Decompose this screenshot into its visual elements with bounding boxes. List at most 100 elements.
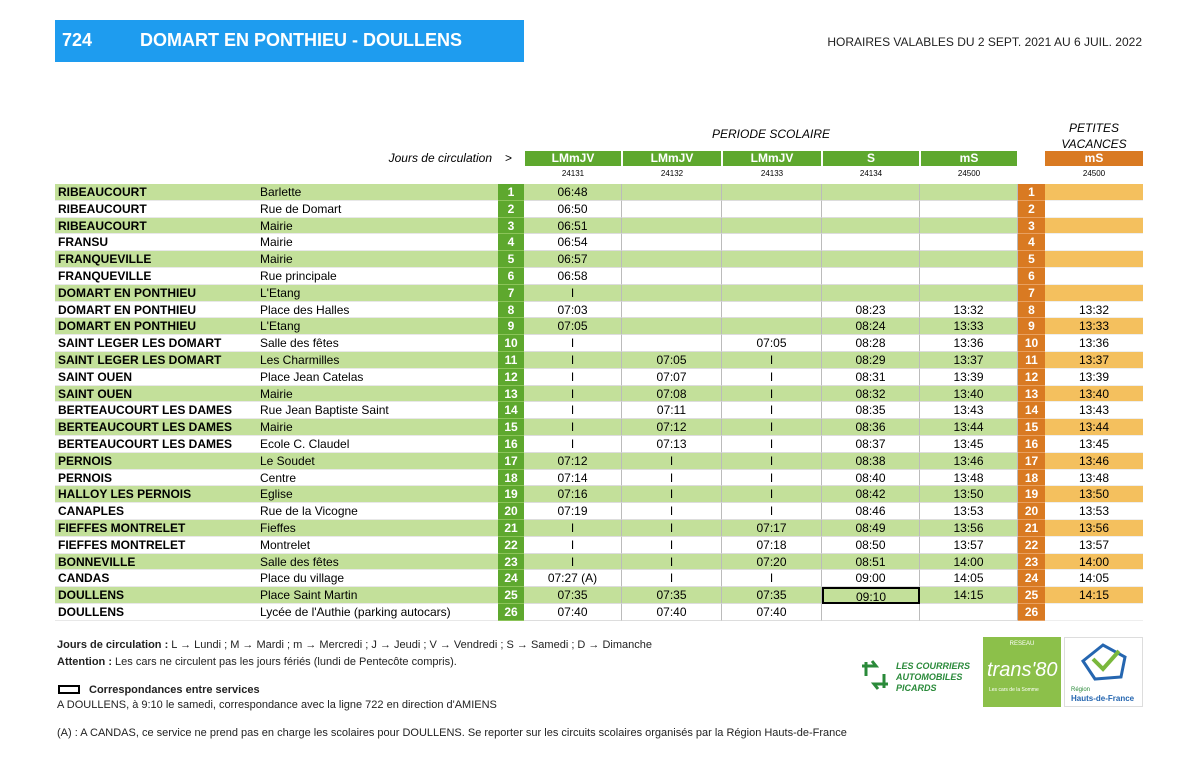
stop-number: 8 bbox=[1018, 301, 1045, 319]
stop: Rue Jean Baptiste Saint bbox=[255, 402, 498, 420]
town: BERTEAUCOURT LES DAMES bbox=[55, 419, 255, 436]
time: 14:00 bbox=[920, 553, 1018, 571]
stop-number: 21 bbox=[1018, 520, 1045, 537]
time bbox=[920, 234, 1018, 252]
time: 08:29 bbox=[822, 352, 920, 369]
holiday-time: 14:15 bbox=[1045, 587, 1143, 604]
time bbox=[920, 200, 1018, 218]
holiday-time: 13:45 bbox=[1045, 436, 1143, 453]
time: I bbox=[622, 520, 722, 537]
time: I bbox=[722, 503, 822, 520]
stop: Mairie bbox=[255, 217, 498, 235]
stop-number: 25 bbox=[498, 587, 524, 604]
town: FIEFFES MONTRELET bbox=[55, 536, 255, 554]
logo-text: PICARDS bbox=[896, 683, 937, 693]
stop: Mairie bbox=[255, 385, 498, 403]
time: I bbox=[722, 570, 822, 588]
time: 14:05 bbox=[920, 570, 1018, 588]
holiday-time: 13:33 bbox=[1045, 318, 1143, 336]
stop: Centre bbox=[255, 469, 498, 487]
time: 07:40 bbox=[622, 604, 722, 621]
logo-text: Les cars de la Somme bbox=[989, 687, 1039, 693]
time: 06:58 bbox=[524, 268, 622, 285]
holiday-time: 13:48 bbox=[1045, 469, 1143, 487]
time: I bbox=[524, 536, 622, 554]
time: 07:12 bbox=[524, 452, 622, 470]
time bbox=[622, 184, 722, 201]
time bbox=[622, 217, 722, 235]
town: SAINT OUEN bbox=[55, 385, 255, 403]
time: I bbox=[722, 486, 822, 504]
time: 13:50 bbox=[920, 486, 1018, 504]
time: 13:36 bbox=[920, 335, 1018, 352]
time bbox=[622, 301, 722, 319]
time: 13:40 bbox=[920, 385, 1018, 403]
stop: Eglise bbox=[255, 486, 498, 504]
stop-number: 2 bbox=[1018, 200, 1045, 218]
time: 07:17 bbox=[722, 520, 822, 537]
stop-number: 5 bbox=[1018, 251, 1045, 268]
town: DOMART EN PONTHIEU bbox=[55, 318, 255, 336]
time: 08:49 bbox=[822, 520, 920, 537]
time: 07:13 bbox=[622, 436, 722, 453]
stop: Place Saint Martin bbox=[255, 587, 498, 604]
stop-number: 17 bbox=[1018, 452, 1045, 470]
time: I bbox=[524, 436, 622, 453]
network-logo: RESEAU trans'80 Les cars de la Somme bbox=[983, 637, 1061, 707]
stop: Mairie bbox=[255, 234, 498, 252]
time bbox=[920, 217, 1018, 235]
operator-icon bbox=[862, 660, 888, 690]
town: PERNOIS bbox=[55, 469, 255, 487]
stop-number: 3 bbox=[1018, 217, 1045, 235]
holiday-time bbox=[1045, 251, 1143, 268]
stop-number: 23 bbox=[1018, 553, 1045, 571]
time: 07:07 bbox=[622, 368, 722, 386]
note-warning: Attention : Les cars ne circulent pas le… bbox=[57, 656, 457, 668]
time: 06:50 bbox=[524, 200, 622, 218]
time bbox=[622, 284, 722, 302]
time: 13:32 bbox=[920, 301, 1018, 319]
town: DOMART EN PONTHIEU bbox=[55, 301, 255, 319]
time: I bbox=[524, 419, 622, 436]
time bbox=[822, 184, 920, 201]
time: I bbox=[524, 284, 622, 302]
time: 08:36 bbox=[822, 419, 920, 436]
town: SAINT LEGER LES DOMART bbox=[55, 352, 255, 369]
time: 06:51 bbox=[524, 217, 622, 235]
time: 06:57 bbox=[524, 251, 622, 268]
operator-logo: LES COURRIERS AUTOMOBILES PICARDS bbox=[896, 661, 970, 694]
period-school: PERIODE SCOLAIRE bbox=[711, 127, 831, 141]
time bbox=[722, 217, 822, 235]
time: 07:35 bbox=[722, 587, 822, 604]
time: 13:48 bbox=[920, 469, 1018, 487]
stop-number: 6 bbox=[498, 268, 524, 285]
stop-number: 4 bbox=[498, 234, 524, 252]
town: BERTEAUCOURT LES DAMES bbox=[55, 436, 255, 453]
time: 08:31 bbox=[822, 368, 920, 386]
time: 07:40 bbox=[524, 604, 622, 621]
time: 13:44 bbox=[920, 419, 1018, 436]
stop-number: 18 bbox=[498, 469, 524, 487]
time bbox=[722, 251, 822, 268]
time: 08:50 bbox=[822, 536, 920, 554]
holiday-time: 13:57 bbox=[1045, 536, 1143, 554]
time: I bbox=[524, 402, 622, 420]
stop: Place du village bbox=[255, 570, 498, 588]
stop: Les Charmilles bbox=[255, 352, 498, 369]
holiday-time: 13:37 bbox=[1045, 352, 1143, 369]
column-code: 24500 bbox=[1082, 169, 1106, 178]
stop: Le Soudet bbox=[255, 452, 498, 470]
logo-text: trans'80 bbox=[987, 659, 1058, 681]
time: 07:11 bbox=[622, 402, 722, 420]
footnote: (A) : A CANDAS, ce service ne prend pas … bbox=[57, 727, 847, 739]
time bbox=[822, 234, 920, 252]
town: CANAPLES bbox=[55, 503, 255, 520]
region-icon bbox=[1080, 643, 1127, 681]
column-code: 24131 bbox=[561, 169, 585, 178]
holiday-time bbox=[1045, 604, 1143, 621]
time: 13:53 bbox=[920, 503, 1018, 520]
holiday-time: 13:50 bbox=[1045, 486, 1143, 504]
column-days: S bbox=[823, 151, 919, 166]
stop-number: 12 bbox=[1018, 368, 1045, 386]
